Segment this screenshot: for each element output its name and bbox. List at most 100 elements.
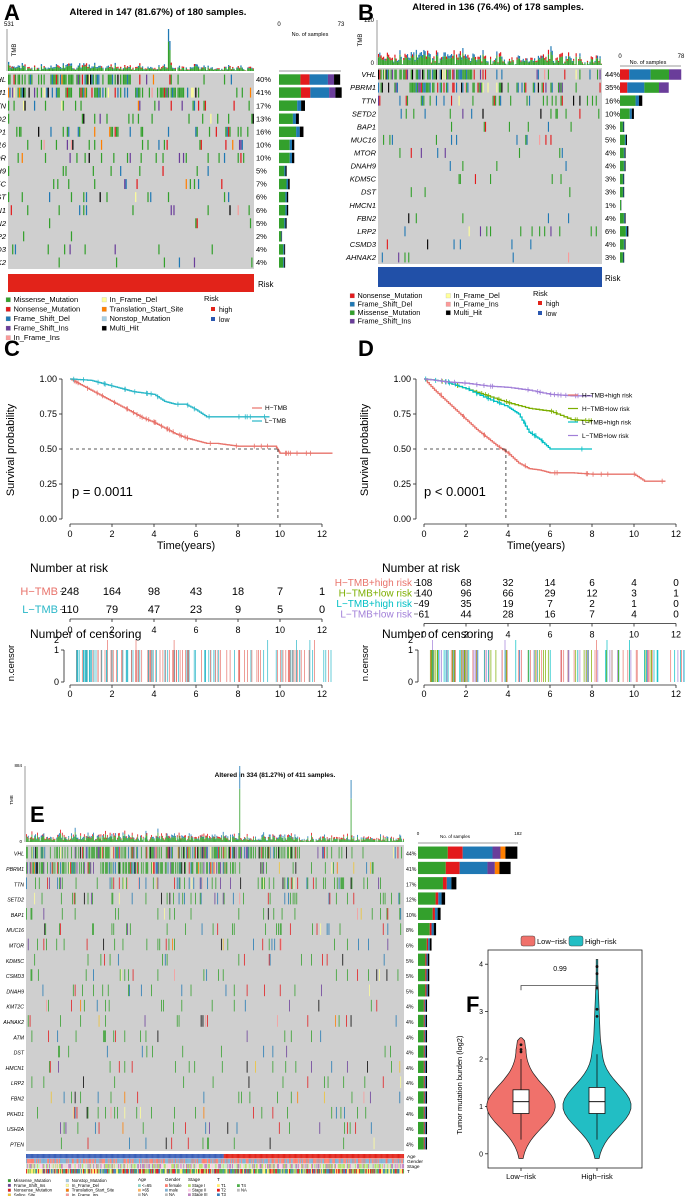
tmb-bar-missense [185,68,187,71]
e-cell-mis [122,862,124,874]
tmb-bar-other [599,56,601,59]
a-cell-multi [24,100,26,111]
clinical-cell-stage [172,1164,174,1169]
panel-a-risk-high: high [219,307,232,314]
e-cell-mis [261,877,263,890]
tmb-bar-other [427,50,429,55]
e-cell-mis [132,846,134,859]
e-cell-mis [324,877,326,890]
e-cell-non [307,1076,309,1088]
tmb-bar-missense [153,839,155,842]
e-cell-mis [40,862,42,874]
sample-bar-mis [620,226,626,237]
e-cell-mis [75,1030,77,1043]
b-cell-mis [559,147,561,158]
e-cell-mis [95,846,97,859]
tmb-bar-other [570,58,572,61]
e-cell-spl [98,1015,100,1027]
e-cell-spl [399,1061,401,1073]
tmb-bar-missense [33,839,35,842]
tmb-bar-other [417,57,419,60]
sample-bar-mis [620,252,623,263]
e-cell-mis [152,1045,153,1058]
percent-label-muc16: 5% [605,136,616,145]
tmb-bar-other [215,838,217,840]
clinical-cell-gender [52,1159,54,1164]
risk-axis-label: 10 [629,630,639,640]
e-cell-mis [165,846,167,859]
tmb-bar-other [379,839,380,841]
tmb-bar-missense [48,839,50,842]
tmb-bar-missense [364,840,366,842]
sample-bar-multi [286,191,289,203]
tmb-bar-other [85,63,88,66]
b-cell-fsd [537,69,539,80]
e-cell-mis [126,877,128,890]
tmb-bar-other [575,53,577,57]
clinical-cell-gender [137,1159,139,1164]
tmb-bar-missense [196,838,197,842]
clinical-cell-stage [74,1164,76,1169]
tmb-bar-missense [217,838,219,842]
clinical-cell-gender [250,1159,252,1164]
clinical-cell-age [193,1154,195,1159]
tmb-bar-other [430,62,433,64]
clinical-cell-stage [83,1164,84,1169]
tmb-bar-missense [515,64,517,65]
tmb-bar-missense [427,54,429,65]
tmb-bar-missense [99,839,101,842]
a-cell-fsd [96,74,99,85]
panel-b-risk-legend-title: Risk [533,289,548,298]
clinical-cell-gender [87,1159,89,1164]
e-cell-mis [103,862,105,874]
e-cell-mis [174,1106,175,1119]
tmb-bar-other [33,838,35,840]
tmb-bar-other [266,840,268,841]
b-cell-mis [544,226,546,237]
tmb-bar-other [181,835,183,838]
a-cell-fsd [51,74,53,85]
tmb-bar-other [126,66,129,68]
tmb-bar-missense [213,70,215,71]
e-cell-non [167,846,169,859]
tmb-bar-other [221,68,223,70]
sample-bar-multi [291,152,295,164]
a-cell-mis [57,87,59,98]
e-cell-mis [367,877,368,890]
clinical-cell-gender [38,1159,40,1164]
e-cell-fsd [178,877,180,890]
clinical-cell-stage [196,1164,198,1169]
b-cell-mis [380,82,382,93]
clinical-cell-age [112,1154,114,1159]
a-cell-non [204,100,207,111]
b-cell-fsd [534,82,536,93]
e-cell-non [49,1061,51,1073]
e-cell-mis [234,862,236,874]
sample-bar-tss [494,861,500,875]
clinical-cell-age [259,1154,261,1159]
e-cell-mis [215,846,217,859]
e-cell-non [60,923,61,935]
tmb-bar-other [169,41,171,50]
sample-bar-fsd [622,252,624,263]
clinical-cell-age [363,1154,365,1159]
clinical-cell-gender [33,1159,35,1164]
tmb-bar-other [382,835,384,838]
clinical-cell-stage [185,1164,187,1169]
e-cell-mis [61,862,63,874]
tmb-bar-other [8,61,10,65]
b-cell-non [484,69,487,80]
tmb-bar-missense [17,67,19,71]
clinical-cell-age [387,1154,389,1159]
clinical-cell-gender [284,1159,286,1164]
clinical-cell-gender [206,1159,208,1164]
sample-bar-fsd [309,74,328,85]
legend-label: Translation_Start_Site [110,305,184,314]
panel-e-oncoprint [26,845,404,1151]
clinical-cell-gender [282,1159,284,1164]
e-cell-mis [87,892,89,905]
a-cell-mis [247,126,249,137]
clinical-cell-stage [87,1164,89,1169]
e-cell-mis [92,892,93,905]
a-cell-mis [202,113,204,124]
